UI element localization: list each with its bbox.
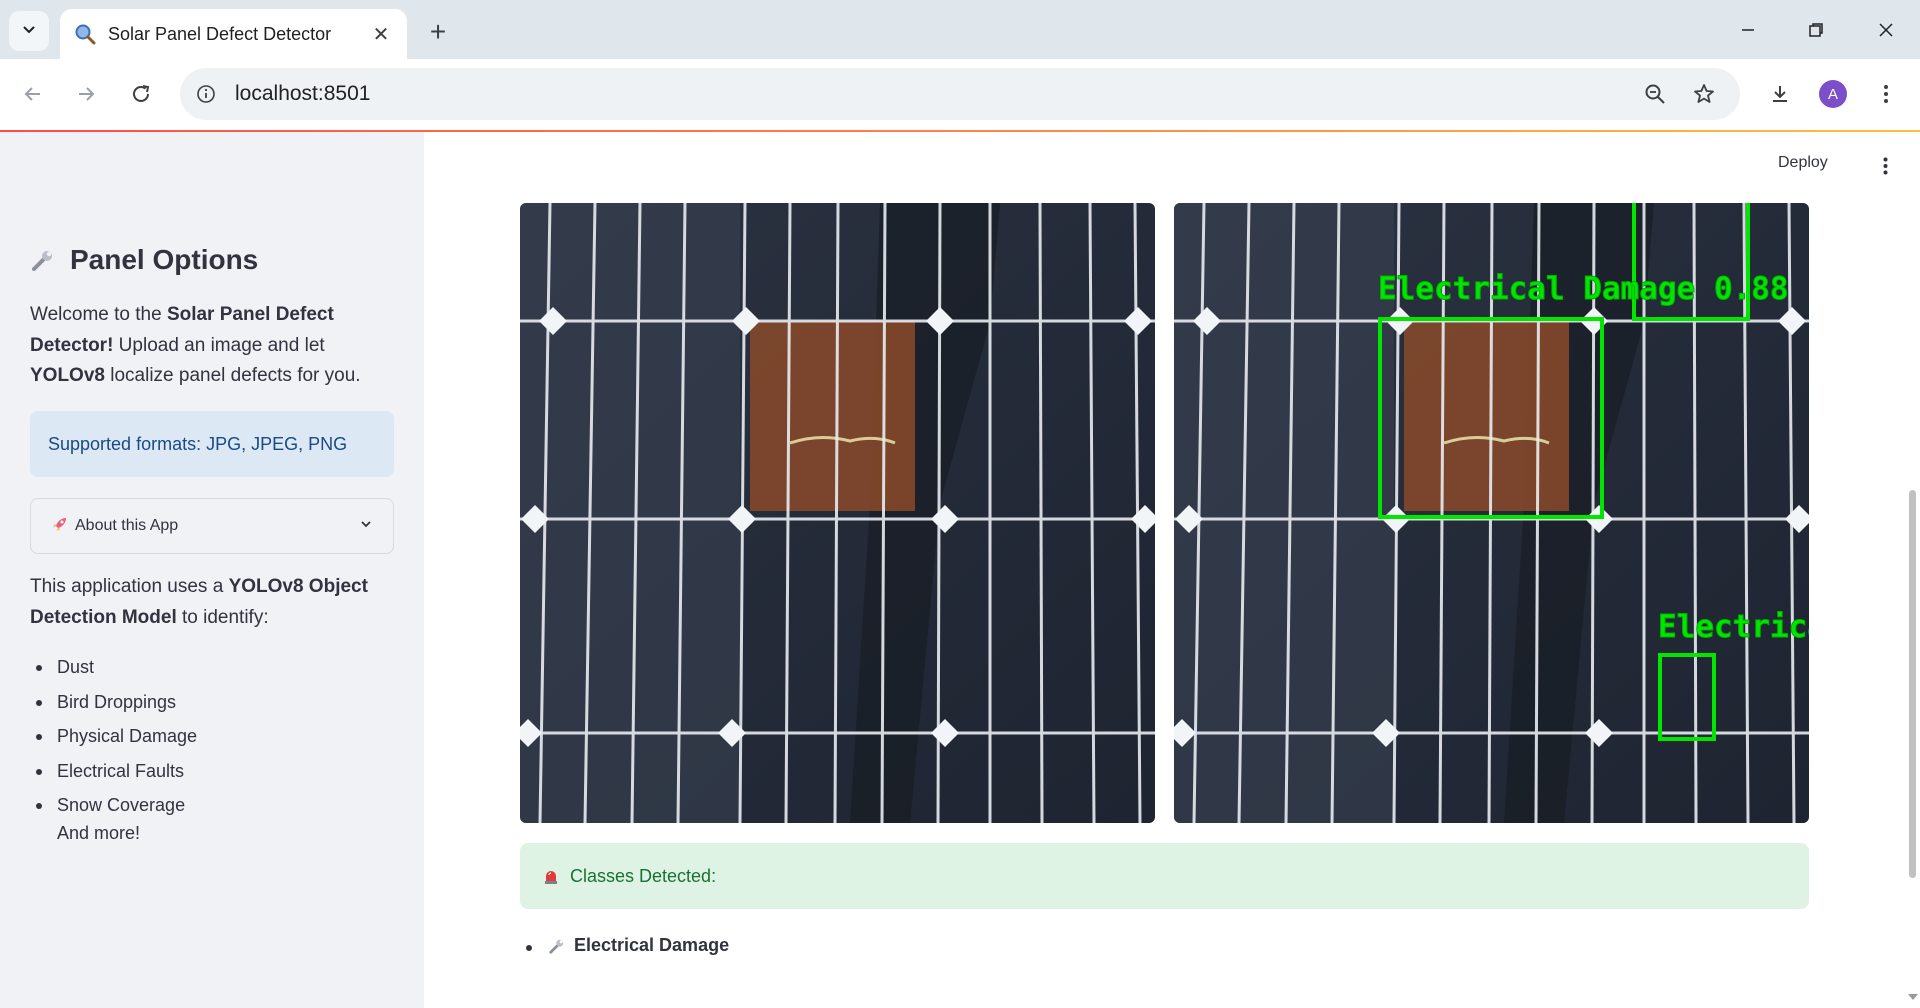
sidebar-title: Panel Options xyxy=(30,244,258,276)
downloads-icon[interactable] xyxy=(1760,74,1800,114)
desc-pre: This application uses a xyxy=(30,576,229,597)
siren-icon xyxy=(542,867,560,885)
sidebar-title-text: Panel Options xyxy=(70,244,258,276)
list-item: Dust xyxy=(30,652,390,687)
minimize-button[interactable] xyxy=(1720,10,1776,50)
browser-tab[interactable]: Solar Panel Defect Detector ✕ xyxy=(60,9,407,59)
detected-class-list: Electrical Damage xyxy=(520,935,729,956)
list-item: Electrical Faults xyxy=(30,756,390,791)
address-bar[interactable]: localhost:8501 xyxy=(180,68,1740,120)
welcome-mid: Upload an image and let xyxy=(113,335,324,356)
defect-class-list: Dust Bird Droppings Physical Damage Elec… xyxy=(30,652,390,825)
list-item: Bird Droppings xyxy=(30,687,390,722)
url-text: localhost:8501 xyxy=(235,82,370,106)
detection-label: Electrical xyxy=(1658,609,1809,645)
page-scrollbar[interactable] xyxy=(1904,132,1920,1008)
rocket-icon xyxy=(51,515,69,538)
main-content: Deploy xyxy=(424,132,1904,1008)
detection-result-image: Electrical Damage 0.88 Electrical xyxy=(1174,203,1809,823)
forward-button[interactable] xyxy=(66,74,106,114)
app-menu-icon[interactable] xyxy=(1875,154,1895,178)
scroll-thumb[interactable] xyxy=(1909,490,1916,878)
list-item: Snow Coverage xyxy=(30,790,390,825)
list-item: Electrical Damage xyxy=(520,935,729,956)
uploaded-image xyxy=(520,203,1155,823)
more-text: And more! xyxy=(57,823,140,844)
deploy-button[interactable]: Deploy xyxy=(1778,154,1828,172)
magnifier-favicon-icon xyxy=(74,23,96,45)
classes-detected-alert: Classes Detected: xyxy=(520,843,1809,909)
bookmark-star-icon[interactable] xyxy=(1690,80,1718,108)
restore-button[interactable] xyxy=(1788,10,1844,50)
profile-button[interactable]: A xyxy=(1813,74,1853,114)
welcome-post: localize panel defects for you. xyxy=(105,365,361,386)
chevron-down-icon xyxy=(21,21,37,42)
app-description: This application uses a YOLOv8 Object De… xyxy=(30,572,390,633)
tab-title: Solar Panel Defect Detector xyxy=(108,24,369,45)
welcome-text: Welcome to the Solar Panel Defect Detect… xyxy=(30,300,400,392)
browser-tab-bar: Solar Panel Defect Detector ✕ + xyxy=(0,0,1920,59)
detection-label: Electrical Damage 0.88 xyxy=(1378,271,1789,307)
zoom-icon[interactable] xyxy=(1641,80,1669,108)
close-window-button[interactable] xyxy=(1858,10,1914,50)
list-item: Physical Damage xyxy=(30,721,390,756)
desc-post: to identify: xyxy=(177,607,269,628)
chevron-down-icon xyxy=(359,517,373,536)
wrench-icon xyxy=(548,937,566,955)
welcome-model-name: YOLOv8 xyxy=(30,365,105,386)
browser-toolbar: localhost:8501 A xyxy=(0,59,1920,131)
detected-class-label: Electrical Damage xyxy=(574,935,729,956)
scroll-down-arrow-icon[interactable] xyxy=(1908,994,1918,1000)
browser-menu-icon[interactable] xyxy=(1866,74,1906,114)
back-button[interactable] xyxy=(13,74,53,114)
sidebar: Panel Options Welcome to the Solar Panel… xyxy=(0,132,424,1008)
expander-label: About this App xyxy=(75,517,359,535)
new-tab-button[interactable]: + xyxy=(420,14,456,50)
tab-search-button[interactable] xyxy=(9,11,49,51)
info-alert: Supported formats: JPG, JPEG, PNG xyxy=(30,411,394,477)
reload-button[interactable] xyxy=(121,74,161,114)
site-info-icon[interactable] xyxy=(192,80,220,108)
welcome-pre: Welcome to the xyxy=(30,304,167,325)
wrench-icon xyxy=(30,247,56,273)
about-expander[interactable]: About this App xyxy=(30,498,394,554)
close-tab-icon[interactable]: ✕ xyxy=(369,22,393,46)
success-text: Classes Detected: xyxy=(570,866,716,887)
avatar: A xyxy=(1819,80,1847,108)
